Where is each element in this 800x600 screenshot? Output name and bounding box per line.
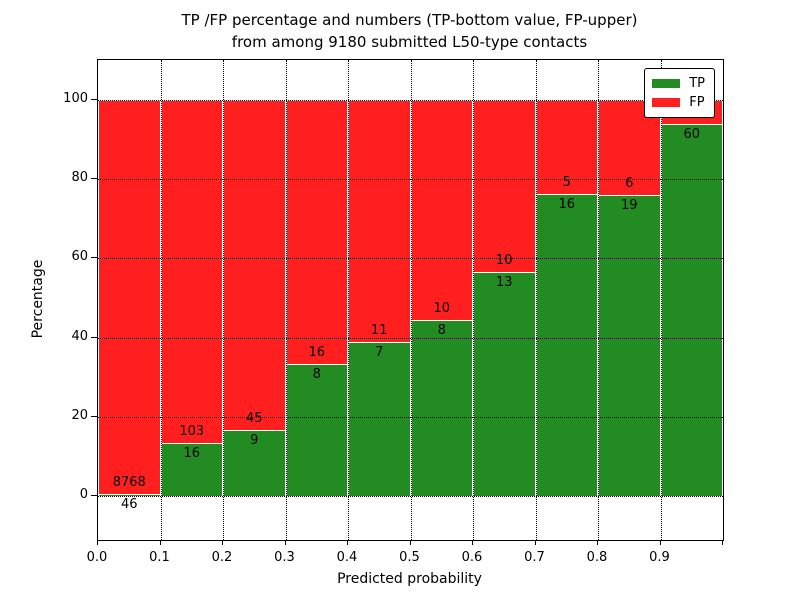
bar-segment-fp	[348, 99, 411, 343]
y-axis-label: Percentage	[30, 259, 46, 339]
x-tick-mark	[409, 540, 411, 545]
bar-segment-tp	[98, 494, 161, 497]
x-gridline	[223, 60, 224, 540]
tp-count-label: 13	[495, 275, 513, 291]
x-tick-label: 0.1	[149, 550, 170, 565]
tp-count-label: 46	[120, 497, 138, 513]
y-tick-mark	[91, 98, 97, 100]
y-tick-mark	[91, 416, 97, 418]
legend-label: TP	[689, 75, 705, 91]
x-tick-mark	[159, 540, 161, 545]
y-tick-label: 0	[79, 487, 88, 503]
x-gridline	[473, 60, 474, 540]
bar-segment-tp	[223, 430, 286, 497]
bar-segment-tp	[285, 364, 348, 497]
x-gridline	[160, 60, 162, 540]
tp-count-label: 9	[250, 433, 259, 449]
bar-segment-fp	[98, 99, 161, 495]
bar-segment-tp	[410, 320, 473, 497]
x-tick-mark	[534, 540, 536, 545]
fp-count-label: 8768	[112, 475, 146, 491]
x-tick-mark	[97, 540, 98, 545]
tp-count-label: 7	[375, 345, 384, 361]
x-tick-mark	[597, 540, 598, 545]
tp-count-label: 16	[183, 446, 201, 462]
y-tick-mark	[91, 495, 97, 497]
x-gridline	[285, 60, 287, 540]
bar-segment-tp	[535, 194, 598, 497]
x-tick-label: 0.5	[399, 550, 420, 565]
tp-count-label: 8	[312, 367, 321, 383]
x-tick-label: 0.3	[274, 550, 295, 565]
y-tick-label: 20	[71, 408, 88, 424]
bar-segment-fp	[410, 99, 473, 321]
bar-segment-tp	[473, 272, 536, 497]
x-tick-mark	[722, 540, 723, 545]
x-tick-label: 0.9	[649, 550, 670, 565]
chart-title: TP /FP percentage and numbers (TP-bottom…	[97, 9, 722, 53]
tp-legend-swatch	[652, 79, 681, 88]
x-gridline	[598, 60, 599, 540]
fp-count-label: 16	[308, 345, 326, 361]
x-gridline	[348, 60, 349, 540]
bar-segment-tp	[348, 342, 411, 497]
x-tick-label: 0.7	[524, 550, 545, 565]
x-tick-mark	[284, 540, 286, 545]
x-tick-mark	[659, 540, 661, 545]
x-tick-mark	[472, 540, 473, 545]
y-tick-label: 40	[71, 328, 88, 344]
chart-title-line2: from among 9180 submitted L50-type conta…	[231, 33, 588, 51]
fp-count-label: 103	[179, 424, 205, 440]
x-gridline	[410, 60, 412, 540]
tp-count-label: 8	[437, 323, 446, 339]
x-tick-label: 0.6	[461, 550, 483, 565]
fp-count-label: 6	[625, 175, 634, 191]
y-tick-mark	[91, 178, 97, 179]
tp-count-label: 60	[683, 127, 701, 143]
x-tick-mark	[222, 540, 223, 545]
legend-item: TP	[652, 74, 705, 93]
fp-count-label: 11	[370, 323, 388, 339]
x-tick-mark	[347, 540, 348, 545]
fp-count-label: 45	[245, 411, 263, 427]
y-tick-label: 60	[71, 249, 88, 265]
bar-segment-tp	[660, 124, 723, 497]
bar-segment-fp	[285, 99, 348, 365]
tp-count-label: 16	[558, 197, 576, 213]
legend-label: FP	[689, 94, 705, 110]
chart-title-line1: TP /FP percentage and numbers (TP-bottom…	[181, 11, 638, 29]
bar-segment-fp	[223, 99, 286, 431]
x-tick-label: 0.4	[336, 550, 358, 565]
legend-item: FP	[652, 93, 705, 112]
x-gridline	[660, 60, 662, 540]
x-tick-label: 0.2	[211, 550, 233, 565]
bar-segment-tp	[598, 194, 661, 497]
y-tick-mark	[91, 257, 97, 259]
y-tick-mark	[91, 336, 97, 338]
x-gridline	[535, 60, 537, 540]
y-tick-label: 80	[71, 170, 88, 185]
bar-segment-fp	[160, 99, 223, 443]
fp-count-label: 5	[562, 175, 571, 191]
x-tick-label: 0.8	[586, 550, 608, 565]
bar-segment-fp	[473, 99, 536, 273]
x-tick-label: 0.0	[86, 550, 108, 565]
legend: TP FP	[644, 68, 715, 118]
x-axis-label: Predicted probability	[337, 571, 482, 587]
fp-count-label: 10	[495, 253, 513, 269]
fp-legend-swatch	[652, 98, 681, 107]
y-tick-label: 100	[63, 90, 88, 106]
fp-count-label: 10	[433, 301, 451, 317]
tp-count-label: 19	[620, 197, 638, 213]
